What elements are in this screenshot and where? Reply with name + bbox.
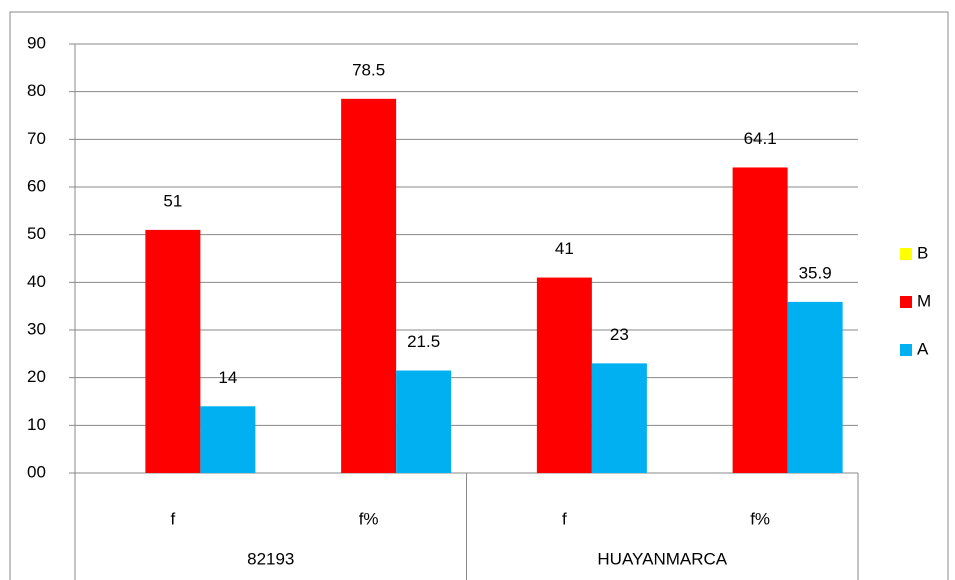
bar	[787, 301, 843, 473]
data-label: 14	[218, 368, 237, 387]
data-label: 64.1	[744, 129, 777, 148]
legend-swatch	[900, 248, 912, 260]
data-label: 35.9	[799, 263, 832, 282]
y-tick-label: 70	[27, 129, 46, 148]
y-tick-label: 10	[27, 415, 46, 434]
data-label: 41	[555, 239, 574, 258]
bar	[536, 277, 592, 473]
legend-swatch	[900, 344, 912, 356]
data-label: 23	[610, 325, 629, 344]
y-tick-label: 40	[27, 272, 46, 291]
x-tick-label: f%	[359, 509, 379, 528]
group-label: 82193	[247, 549, 294, 568]
x-tick-label: f	[171, 509, 176, 528]
y-tick-label: 30	[27, 319, 46, 338]
y-tick-label: 00	[27, 462, 46, 481]
bar	[200, 406, 256, 473]
bar	[396, 370, 452, 473]
data-label: 78.5	[352, 60, 385, 79]
legend-swatch	[900, 296, 912, 308]
bar	[145, 229, 201, 473]
y-tick-label: 50	[27, 224, 46, 243]
bar	[732, 167, 788, 473]
y-tick-label: 80	[27, 81, 46, 100]
y-tick-label: 90	[27, 33, 46, 52]
data-label: 51	[163, 191, 182, 210]
y-tick-label: 20	[27, 367, 46, 386]
bar	[341, 98, 397, 474]
x-tick-label: f%	[750, 509, 770, 528]
y-tick-label: 60	[27, 176, 46, 195]
bar	[591, 363, 647, 473]
chart-border	[9, 11, 949, 580]
legend-label: A	[917, 339, 929, 358]
group-label: HUAYANMARCA	[597, 549, 727, 568]
data-label: 21.5	[407, 332, 440, 351]
legend-label: M	[917, 291, 931, 310]
x-tick-label: f	[562, 509, 567, 528]
legend-label: B	[917, 243, 928, 262]
